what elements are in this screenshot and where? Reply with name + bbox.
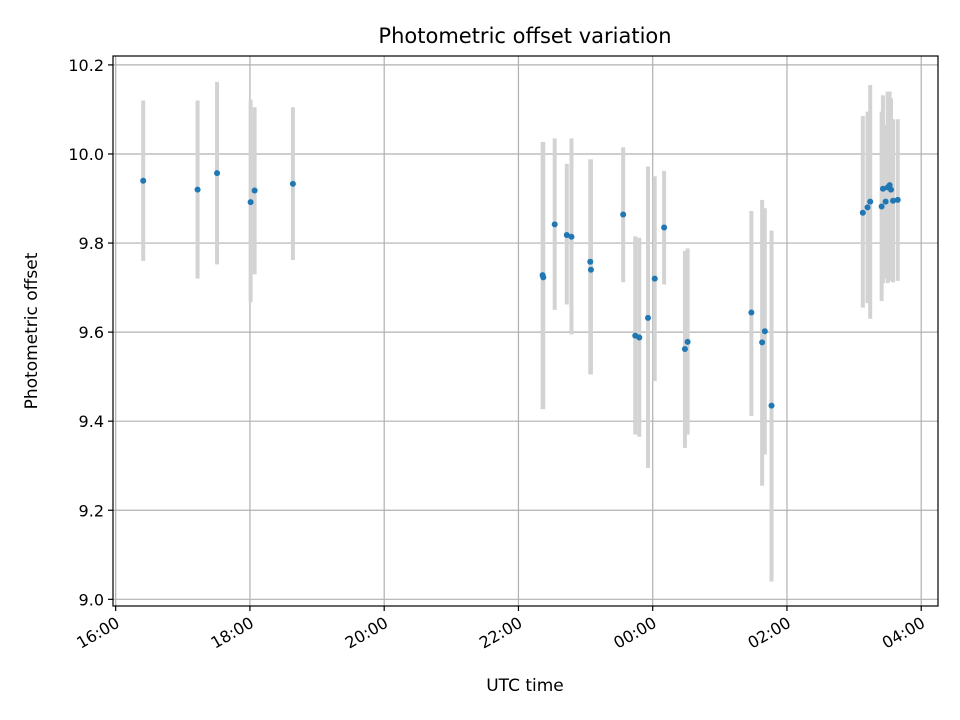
data-point (540, 274, 547, 281)
data-point (890, 197, 897, 204)
plot-frame (112, 55, 939, 607)
data-point (761, 328, 768, 335)
grid-lines (113, 56, 938, 606)
x-axis-label: UTC time (486, 676, 564, 696)
data-point (563, 232, 570, 239)
data-point (882, 198, 889, 205)
y-tick-label: 9.8 (79, 234, 104, 253)
y-axis-label: Photometric offset (22, 252, 42, 409)
data-point (888, 186, 895, 193)
y-axis-ticks: 9.0 9.2 9.4 9.6 9.8 10.0 10.2 (68, 56, 113, 609)
data-point (587, 266, 594, 273)
y-tick-label: 9.0 (79, 590, 104, 609)
data-point (247, 199, 254, 206)
data-point (748, 309, 755, 316)
data-point (645, 314, 652, 321)
data-point (289, 180, 296, 187)
y-tick-label: 9.2 (79, 501, 104, 520)
data-point (681, 346, 688, 353)
data-point (879, 185, 886, 192)
chart-title: Photometric offset variation (378, 24, 671, 48)
data-point (867, 198, 874, 205)
data-points (140, 170, 901, 409)
data-point (214, 170, 221, 177)
data-point (651, 275, 658, 282)
y-tick-label: 10.0 (68, 145, 104, 164)
data-point (251, 187, 258, 194)
data-point (864, 204, 871, 211)
data-point (859, 209, 866, 216)
data-point (894, 196, 901, 203)
data-point (194, 186, 201, 193)
y-tick-label: 10.2 (68, 56, 104, 75)
y-tick-label: 9.6 (79, 323, 104, 342)
data-point (636, 334, 643, 341)
data-point (568, 233, 575, 240)
data-point (551, 221, 558, 228)
data-point (140, 177, 147, 184)
data-point (878, 203, 885, 210)
data-point (587, 258, 594, 265)
y-tick-label: 9.4 (79, 412, 104, 431)
data-point (768, 402, 775, 409)
data-point (759, 339, 766, 346)
data-point (661, 224, 668, 231)
data-point (684, 338, 691, 345)
data-point (620, 211, 627, 218)
